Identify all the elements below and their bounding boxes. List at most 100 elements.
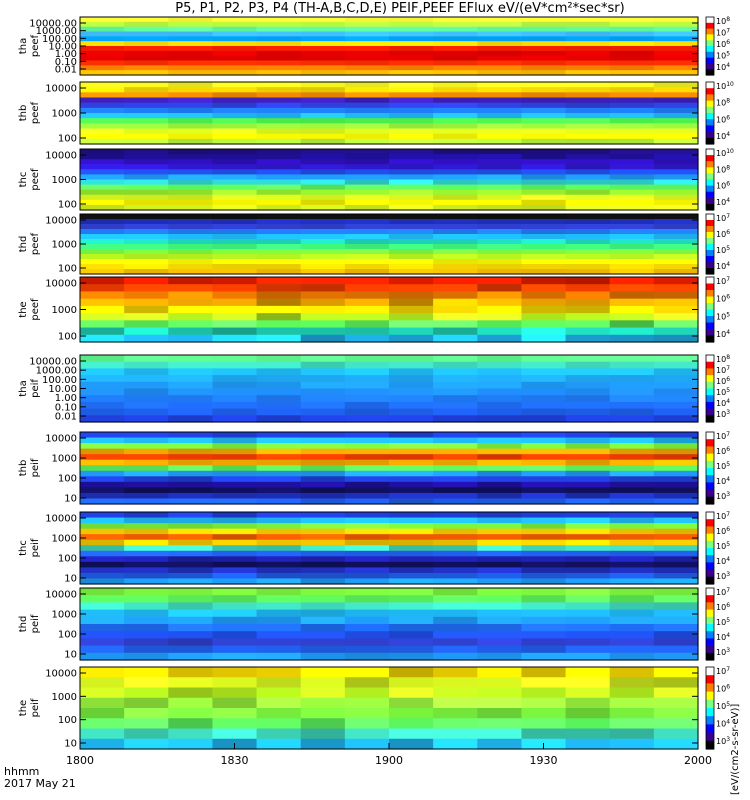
spectrogram-cell: [168, 164, 214, 170]
colorbar-tick-label: 106: [716, 684, 730, 694]
spectrogram-cell: [609, 50, 655, 57]
spectrogram-cell: [124, 113, 169, 119]
spectrogram-cell: [168, 97, 214, 104]
spectrogram-cell: [80, 149, 125, 155]
spectrogram-cell: [256, 92, 302, 99]
spectrogram-cell: [212, 239, 258, 245]
colorbar-tick-label: 108: [716, 98, 730, 108]
colorbar-segment: [706, 238, 714, 245]
y-tick-label: 1000: [52, 175, 77, 186]
spectrogram-cell: [80, 249, 125, 255]
spectrogram-cell: [653, 92, 699, 99]
spectrogram-cell: [300, 17, 346, 23]
y-tick-label: 1000: [52, 240, 77, 251]
spectrogram-cell: [80, 305, 125, 314]
spectrogram-cell: [433, 487, 478, 494]
spectrogram-cell: [433, 624, 478, 632]
spectrogram-cell: [168, 550, 214, 557]
panel-frame: [79, 587, 699, 661]
spectrogram-cell: [565, 687, 611, 699]
spectrogram-cell: [609, 534, 655, 541]
spectrogram-cell: [124, 305, 169, 314]
spectrogram-cell: [609, 595, 655, 603]
spectrogram-cell: [565, 204, 611, 211]
spectrogram-cell: [256, 70, 302, 76]
spectrogram-cell: [344, 388, 390, 396]
spectrogram-cell: [344, 677, 390, 689]
spectrogram-cell: [168, 313, 214, 321]
spectrogram-cell: [521, 512, 567, 519]
spectrogram-cell: [344, 41, 390, 47]
spectrogram-cell: [565, 381, 611, 390]
spectrogram-cell: [344, 395, 390, 403]
spectrogram-cell: [609, 498, 655, 505]
spectrogram-cell: [609, 465, 655, 472]
spectrogram-cell: [521, 17, 567, 23]
colorbar-segment: [706, 588, 714, 596]
spectrogram-cell: [344, 55, 390, 62]
spectrogram-cell: [653, 638, 699, 647]
spectrogram-cell: [609, 588, 655, 596]
spectrogram-cell: [124, 204, 169, 211]
spectrogram-cell: [168, 305, 214, 314]
spectrogram-cell: [609, 677, 655, 689]
spectrogram-cell: [124, 259, 169, 265]
spectrogram-cell: [609, 159, 655, 165]
spectrogram-cell: [168, 534, 214, 541]
spectrogram-cell: [212, 388, 258, 396]
spectrogram-cell: [344, 368, 390, 376]
spectrogram-cell: [565, 534, 611, 541]
spectrogram-cell: [433, 199, 478, 206]
spectrogram-cell: [477, 401, 523, 410]
spectrogram-cell: [300, 381, 346, 390]
spectrogram-cell: [433, 408, 478, 416]
spectrogram-cell: [653, 645, 699, 654]
spectrogram-cell: [300, 224, 346, 230]
colorbar-tick-label: 107: [716, 431, 730, 441]
spectrogram-cell: [609, 46, 655, 52]
spectrogram-cell: [565, 415, 611, 423]
spectrogram-cell: [80, 728, 125, 740]
spectrogram-cell: [124, 718, 169, 730]
spectrogram-cell: [609, 128, 655, 135]
spectrogram-cell: [212, 638, 258, 647]
spectrogram-cell: [124, 624, 169, 632]
spectrogram-cell: [212, 305, 258, 314]
spectrogram-cell: [300, 97, 346, 104]
spectrogram-cell: [344, 17, 390, 23]
spectrogram-cell: [609, 687, 655, 699]
spectrogram-cell: [609, 174, 655, 181]
spectrogram-cell: [256, 432, 302, 439]
y-tick-label: 10000: [45, 434, 77, 445]
spectrogram-cell: [168, 388, 214, 396]
spectrogram-cell: [124, 313, 169, 321]
y-tick-label: 10: [64, 739, 77, 750]
spectrogram-cell: [653, 249, 699, 255]
spectrogram-cell: [389, 677, 434, 689]
spectrogram-cell: [389, 652, 434, 661]
colorbar-tick-label: 105: [716, 461, 730, 471]
spectrogram-cell: [477, 229, 523, 235]
spectrogram-cell: [521, 239, 567, 245]
spectrogram-cell: [433, 572, 478, 580]
spectrogram-cell: [609, 476, 655, 483]
spectrogram-cell: [124, 234, 169, 240]
spectrogram-cell: [389, 437, 434, 444]
spectrogram-cell: [389, 588, 434, 596]
spectrogram-cell: [256, 517, 302, 524]
spectrogram-cell: [521, 164, 567, 170]
spectrogram-cell: [433, 204, 478, 211]
spectrogram-cell: [168, 149, 214, 155]
y-tick-label: 10.00: [48, 42, 77, 53]
spectrogram-cell: [389, 249, 434, 255]
spectrogram-cell: [653, 375, 699, 383]
spectrogram-cell: [477, 298, 523, 307]
spectrogram-cell: [609, 616, 655, 625]
spectrogram-cell: [565, 454, 611, 461]
spectrogram-cell: [256, 492, 302, 500]
spectrogram-cell: [609, 561, 655, 568]
spectrogram-cell: [433, 561, 478, 568]
spectrogram-cell: [389, 697, 434, 709]
spectrogram-cell: [653, 667, 699, 678]
